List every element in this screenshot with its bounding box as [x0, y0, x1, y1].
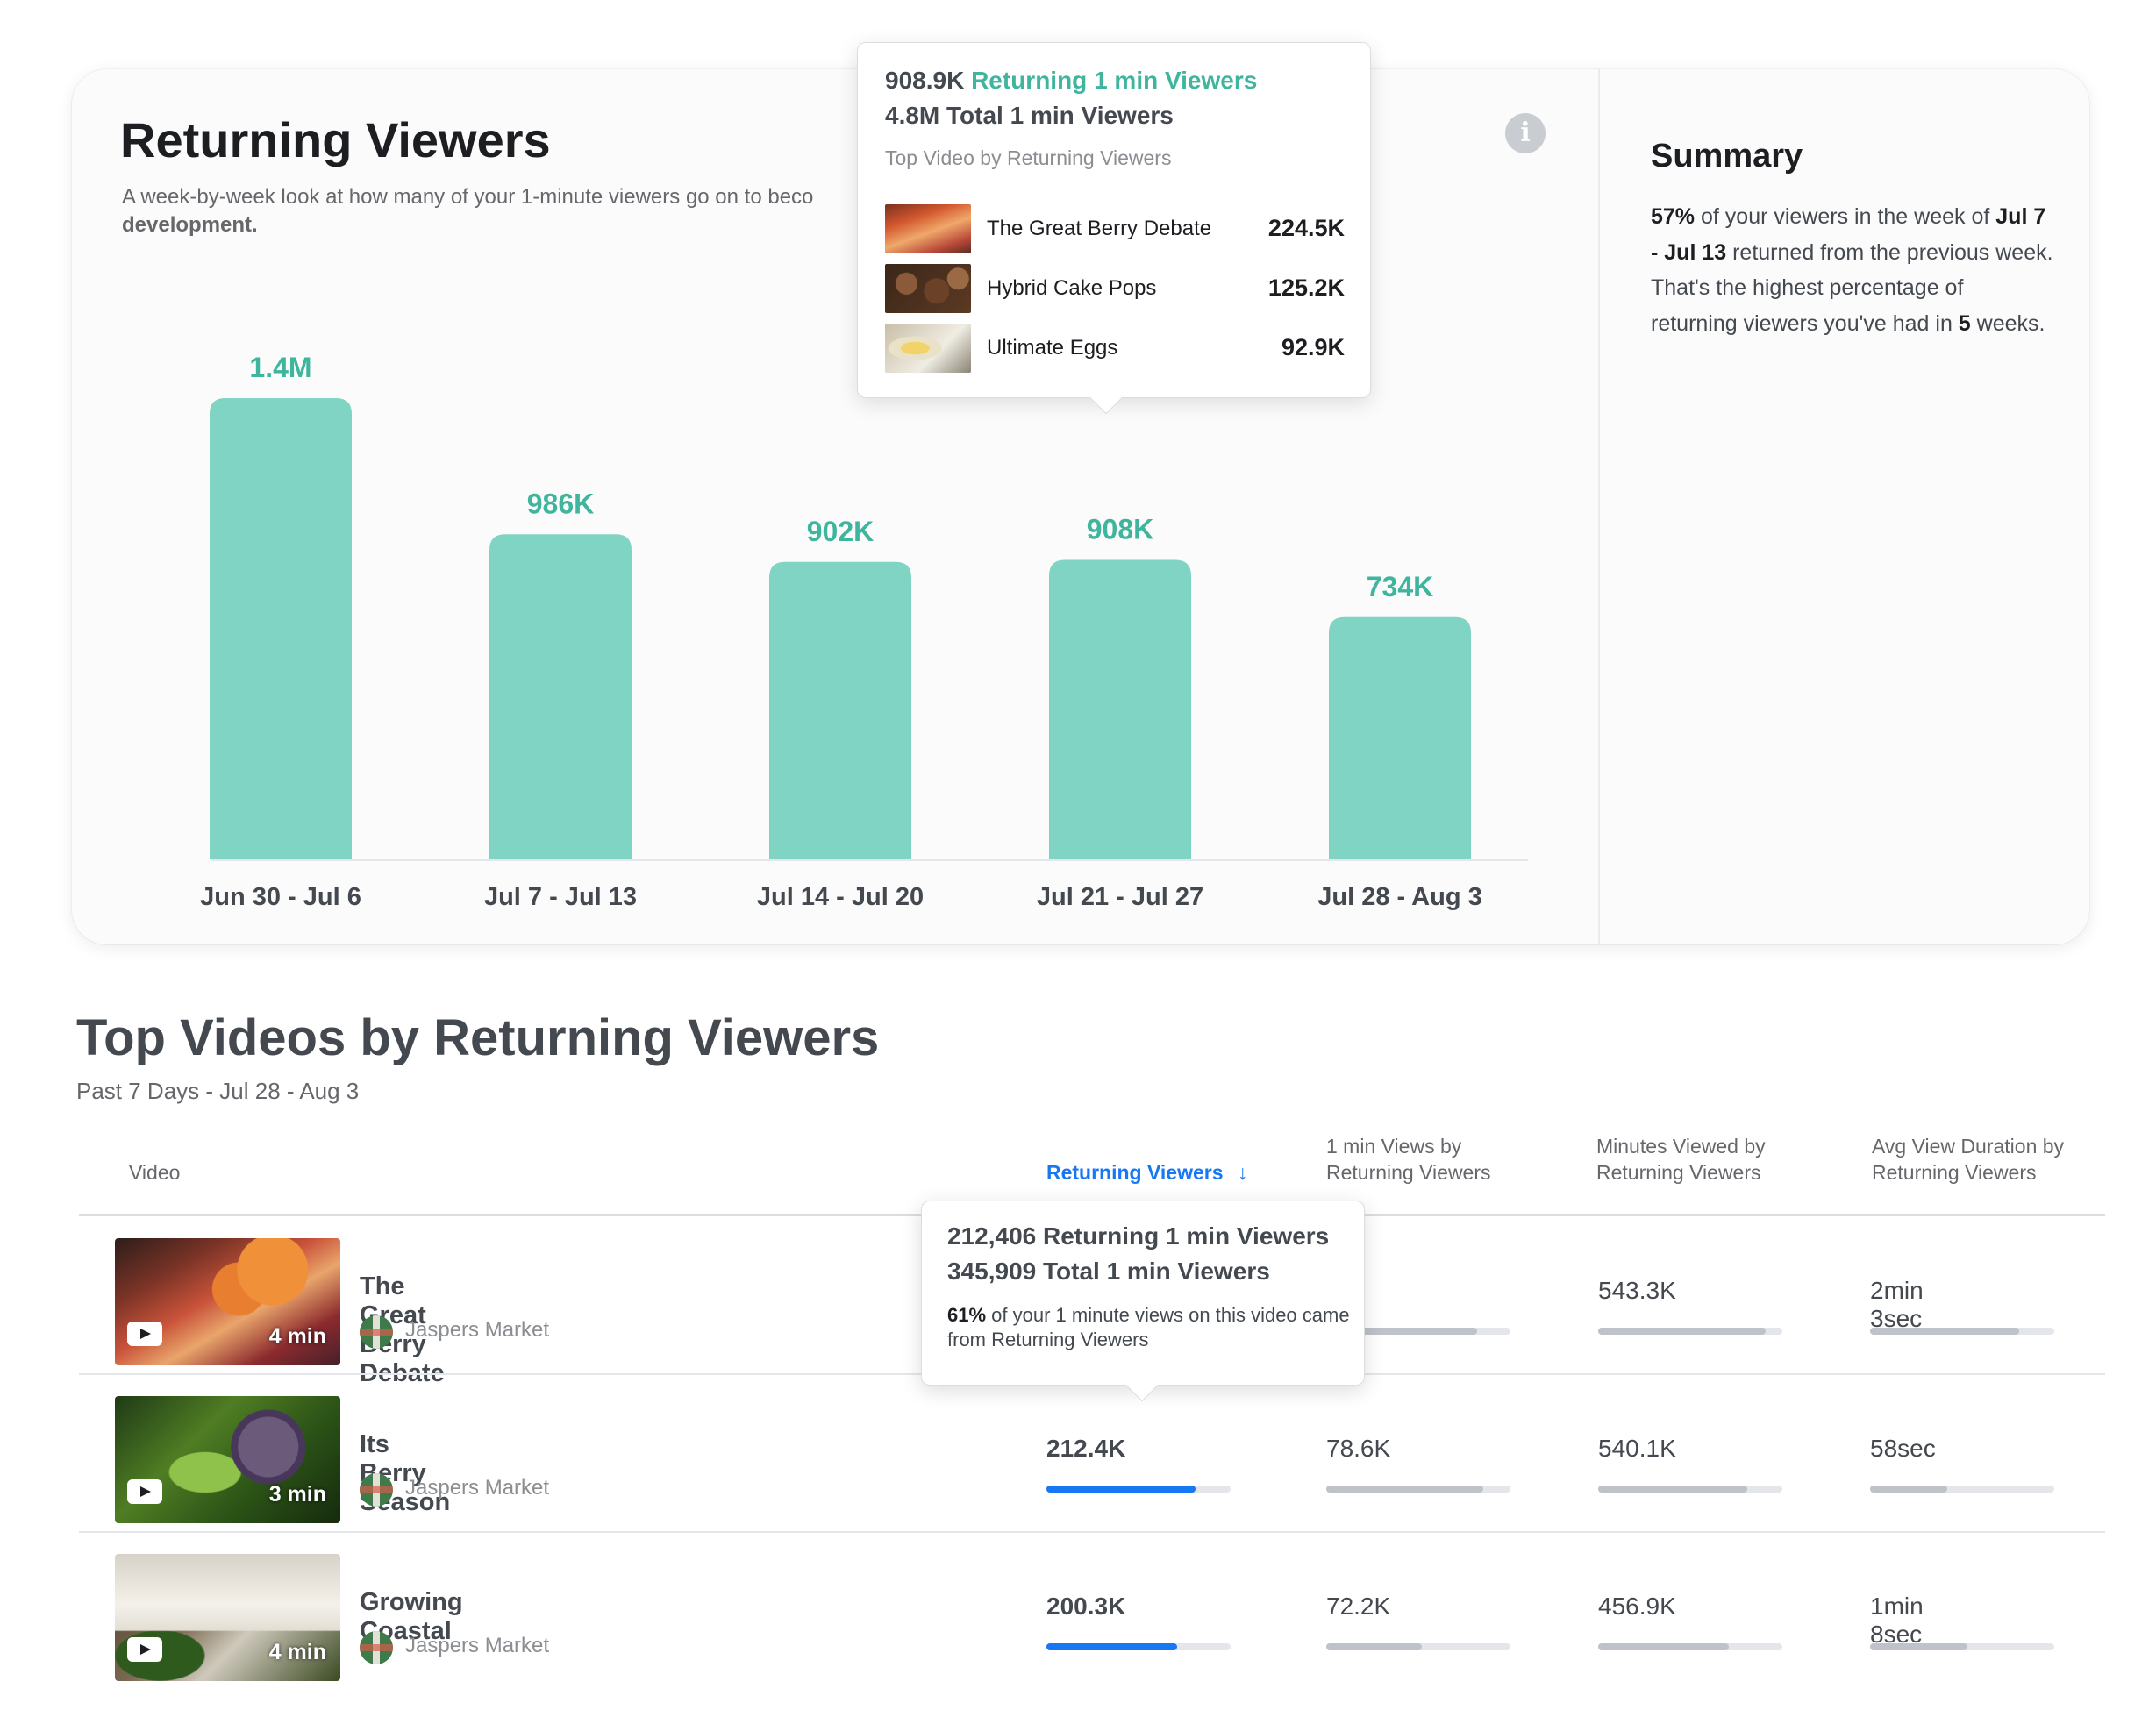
channel-name: Jaspers Market	[405, 1476, 550, 1500]
progress-bar-minutes	[1598, 1643, 1782, 1650]
tooltip-returning-line: 212,406 Returning 1 min Viewers	[947, 1222, 1330, 1250]
tooltip-description: 61% of your 1 minute views on this video…	[947, 1304, 1350, 1350]
progress-bar-minutes	[1598, 1486, 1782, 1493]
progress-bar-fill	[1598, 1328, 1767, 1335]
progress-bar-fill	[1326, 1328, 1478, 1335]
progress-bar-fill	[1046, 1643, 1178, 1650]
chart-bar[interactable]	[489, 534, 632, 859]
progress-bar-avg	[1870, 1643, 2054, 1650]
chart-bar[interactable]	[210, 398, 352, 859]
card-subtitle: A week-by-week look at how many of your …	[122, 185, 814, 209]
progress-bar-fill	[1870, 1643, 1968, 1650]
progress-bar-fill	[1870, 1486, 1948, 1493]
summary-week: Jul 7 - Jul 13	[1651, 204, 2046, 265]
progress-bar-avg	[1870, 1486, 2054, 1493]
cell-avg: 58sec	[1870, 1435, 1936, 1462]
progress-bar-avg	[1870, 1328, 2054, 1335]
progress-bar-returning	[1046, 1643, 1231, 1650]
table-tooltip: 212,406 Returning 1 min Viewers 345,909 …	[921, 1201, 1365, 1402]
progress-bar-fill	[1598, 1486, 1748, 1493]
channel-avatar	[360, 1473, 393, 1507]
tooltip-video-row: Ultimate Eggs 92.9K	[885, 324, 1345, 373]
cell-minutes: 456.9K	[1598, 1592, 1676, 1620]
progress-bar-one-min	[1326, 1643, 1510, 1650]
bar-data-label: 902K	[807, 516, 875, 547]
progress-bar-minutes	[1598, 1328, 1782, 1335]
chart-bar[interactable]	[1049, 559, 1191, 859]
video-thumbnail[interactable]: 4 min	[115, 1238, 340, 1365]
progress-bar-one-min	[1326, 1486, 1510, 1493]
summary-weeks: 5	[1958, 310, 1971, 336]
section-title: Top Videos by Returning Viewers	[76, 1009, 880, 1066]
column-header-returning-viewers[interactable]: Returning Viewers ↓	[1046, 1161, 1248, 1184]
cell-one-min: 78.6K	[1326, 1435, 1391, 1462]
chart-bar[interactable]	[769, 561, 911, 859]
cell-returning: 212.4K	[1046, 1435, 1126, 1462]
tooltip-video-row: Hybrid Cake Pops 125.2K	[885, 264, 1345, 313]
card-divider	[1598, 69, 1600, 944]
cell-avg: 2min 3sec	[1870, 1277, 1924, 1332]
tooltip-returning-value: 908.9K	[885, 67, 965, 94]
tooltip-returning-label: Returning 1 min Viewers	[971, 67, 1258, 94]
video-thumbnail[interactable]: 3 min	[115, 1396, 340, 1523]
progress-bar-fill	[1598, 1643, 1730, 1650]
progress-bar-fill	[1870, 1328, 2020, 1335]
cell-one-min: 72.2K	[1326, 1592, 1391, 1620]
channel-avatar	[360, 1315, 393, 1349]
video-duration: 3 min	[268, 1482, 326, 1507]
video-thumbnail	[885, 324, 971, 373]
tooltip-total: 4.8M Total 1 min Viewers	[885, 102, 1174, 129]
channel-name: Jaspers Market	[405, 1318, 550, 1342]
channel-name: Jaspers Market	[405, 1634, 550, 1657]
progress-bar-fill	[1046, 1486, 1196, 1493]
progress-bar-fill	[1326, 1643, 1423, 1650]
tooltip-video-row: The Great Berry Debate 224.5K	[885, 204, 1345, 253]
chart-bar[interactable]	[1329, 616, 1471, 859]
cell-minutes: 540.1K	[1598, 1435, 1676, 1462]
bar-data-label: 1.4M	[249, 352, 311, 383]
tooltip-heading: Top Video by Returning Viewers	[885, 146, 1172, 169]
column-header-avg-view-duration[interactable]: Avg View Duration by Returning Viewers	[1872, 1135, 2065, 1184]
play-icon	[127, 1637, 162, 1662]
x-tick-label: Jun 30 - Jul 6	[200, 883, 361, 911]
progress-bar-returning	[1046, 1486, 1231, 1493]
x-tick-label: Jul 14 - Jul 20	[757, 883, 924, 911]
play-icon	[127, 1479, 162, 1504]
tooltip-total-line: 345,909 Total 1 min Viewers	[947, 1258, 1270, 1285]
bar-chart-svg: 1.4M Jun 30 - Jul 6 986K Jul 7 - Jul 13 902K…	[200, 352, 1528, 911]
info-icon[interactable]: i	[1505, 113, 1546, 153]
video-duration: 4 min	[268, 1640, 326, 1664]
cell-minutes: 543.3K	[1598, 1277, 1676, 1304]
row-divider	[79, 1531, 2105, 1533]
bar-data-label: 908K	[1087, 514, 1154, 545]
video-thumbnail[interactable]: 4 min	[115, 1554, 340, 1681]
video-thumbnail	[885, 204, 971, 253]
x-tick-label: Jul 21 - Jul 27	[1037, 883, 1203, 911]
arrow-down-icon: ↓	[1237, 1161, 1248, 1184]
video-thumbnail	[885, 264, 971, 313]
section-subtitle: Past 7 Days - Jul 28 - Aug 3	[76, 1078, 360, 1104]
column-header-video[interactable]: Video	[129, 1161, 181, 1184]
channel-avatar	[360, 1631, 393, 1664]
progress-bar-one-min	[1326, 1328, 1510, 1335]
bar-data-label: 734K	[1367, 571, 1434, 602]
x-tick-label: Jul 28 - Aug 3	[1317, 883, 1481, 911]
progress-bar-fill	[1326, 1486, 1483, 1493]
column-header-one-min-views[interactable]: 1 min Views by Returning Viewers	[1326, 1135, 1491, 1184]
video-duration: 4 min	[268, 1324, 326, 1349]
column-header-minutes-viewed[interactable]: Minutes Viewed by Returning Viewers	[1596, 1135, 1766, 1184]
cell-returning: 200.3K	[1046, 1592, 1126, 1620]
tooltip-arrow	[1125, 1369, 1159, 1402]
x-tick-label: Jul 7 - Jul 13	[484, 883, 637, 911]
summary-text: 57% of your viewers in the week of Jul 7…	[1651, 204, 2053, 336]
summary-percent: 57%	[1651, 204, 1696, 229]
summary-title: Summary	[1651, 138, 1803, 175]
cell-avg: 1min 8sec	[1870, 1592, 1924, 1648]
card-title: Returning Viewers	[120, 112, 551, 167]
returning-viewers-chart: 1.4M Jun 30 - Jul 6 986K Jul 7 - Jul 13 902K…	[133, 271, 1537, 937]
bar-data-label: 986K	[527, 488, 595, 519]
chart-tooltip: 908.9K Returning 1 min Viewers 4.8M Tota…	[857, 42, 1371, 415]
card-subtitle-continued: development.	[122, 213, 258, 237]
play-icon	[127, 1322, 162, 1346]
